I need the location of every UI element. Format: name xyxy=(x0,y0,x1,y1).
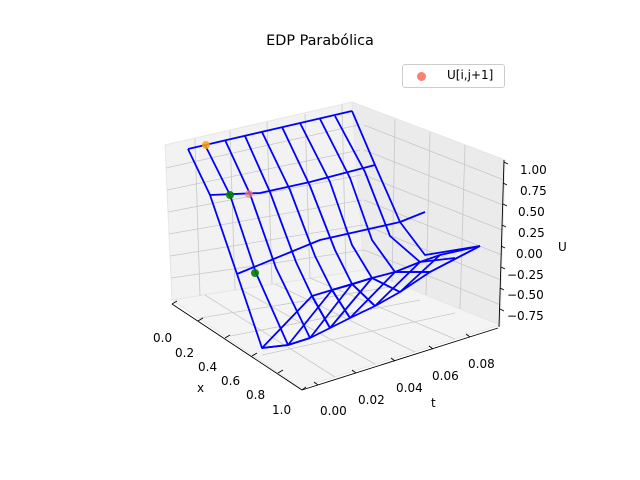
z-tick: −0.75 xyxy=(507,309,544,323)
point-orange xyxy=(202,141,210,149)
x-tick: 0.6 xyxy=(221,374,241,388)
wireframe-surface xyxy=(187,110,481,349)
t-tick: 0.02 xyxy=(358,393,385,407)
z-tick: 0.75 xyxy=(520,184,547,198)
z-tick: −0.25 xyxy=(507,268,544,282)
z-axis-label: U xyxy=(558,240,567,254)
z-tick: 1.00 xyxy=(520,163,547,177)
chart-title: EDP Parabólica xyxy=(266,33,374,49)
legend-marker-icon xyxy=(417,72,426,81)
x-tick: 0.8 xyxy=(246,388,266,402)
legend-label: U[i,j+1] xyxy=(447,68,494,82)
point-green-1 xyxy=(226,191,234,199)
highlighted-points xyxy=(202,141,259,277)
x-tick: 1.0 xyxy=(272,403,292,417)
t-tick: 0.08 xyxy=(468,357,495,371)
axis-lines xyxy=(171,159,509,391)
axes-panes xyxy=(164,101,506,389)
t-tick: 0.00 xyxy=(320,404,347,418)
z-tick: 0.25 xyxy=(518,226,545,240)
grid-lines xyxy=(165,104,505,378)
t-tick: 0.06 xyxy=(432,369,459,383)
x-tick: 0.2 xyxy=(175,346,195,360)
z-tick: 0.50 xyxy=(518,205,545,219)
point-green-2 xyxy=(251,269,259,277)
z-tick: −0.50 xyxy=(507,288,544,302)
x-tick: 0.4 xyxy=(198,360,218,374)
z-tick: 0.00 xyxy=(516,247,543,261)
x-tick: 0.0 xyxy=(153,331,173,345)
t-tick: 0.04 xyxy=(396,381,423,395)
legend: U[i,j+1] xyxy=(402,64,505,88)
point-salmon xyxy=(245,190,253,198)
t-axis-label: t xyxy=(431,396,436,410)
x-axis-label: x xyxy=(197,381,205,395)
